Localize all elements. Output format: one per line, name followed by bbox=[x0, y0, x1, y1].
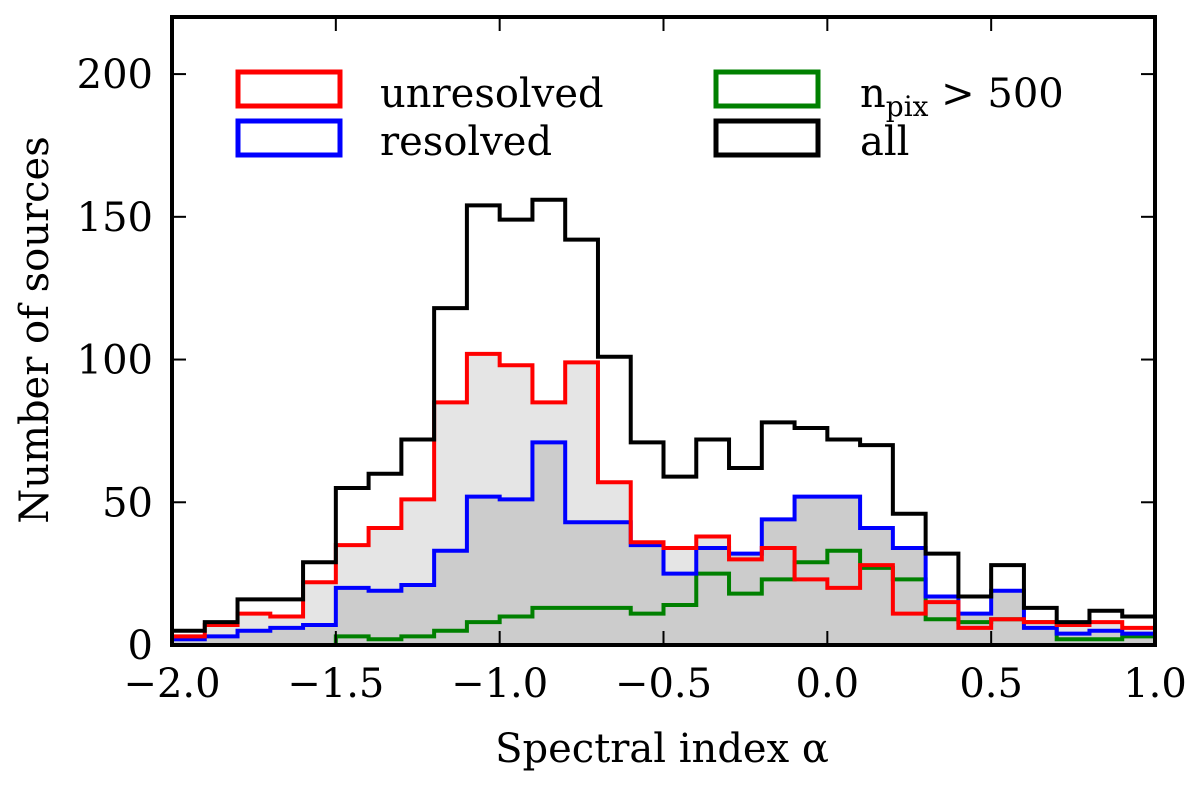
legend-label-all: all bbox=[860, 119, 909, 165]
resolved-fill-bar bbox=[270, 627, 304, 645]
x-axis-label: Spectral index α bbox=[495, 726, 829, 772]
x-tick-label: −1.5 bbox=[287, 661, 384, 707]
y-tick-label: 200 bbox=[77, 52, 153, 98]
resolved-fill-bar bbox=[204, 636, 239, 645]
legend-swatch-unresolved bbox=[235, 69, 343, 109]
legend-label-resolved: resolved bbox=[380, 119, 552, 165]
legend-swatch-all bbox=[713, 118, 821, 158]
legend-label-npix: npix > 500 bbox=[860, 71, 1064, 123]
x-tick-label: −1.0 bbox=[451, 661, 548, 707]
tick-labels: −2.0 −1.5 −1.0 −0.5 0.0 0.5 1.0 0 50 100 150 200 bbox=[77, 52, 1187, 707]
x-tick-label: −2.0 bbox=[123, 661, 220, 707]
resolved-fill-bar bbox=[761, 519, 796, 645]
resolved-fill-bar bbox=[1122, 633, 1156, 645]
resolved-fill-bar bbox=[597, 522, 632, 645]
y-tick-label: 150 bbox=[77, 195, 153, 241]
legend-swatch-resolved bbox=[235, 118, 343, 158]
resolved-fill-bar bbox=[663, 573, 697, 645]
resolved-fill-bar bbox=[1023, 627, 1058, 645]
y-tick-label: 0 bbox=[128, 623, 153, 669]
resolved-fill-bar bbox=[729, 553, 763, 645]
resolved-fill-bar bbox=[860, 527, 894, 645]
resolved-fill-bar bbox=[630, 545, 665, 645]
x-tick-label: 0.5 bbox=[959, 661, 1023, 707]
resolved-fill-bar bbox=[565, 522, 599, 645]
resolved-fill-bar bbox=[172, 639, 206, 645]
resolved-step-line bbox=[172, 440, 1155, 642]
resolved-fill-bar bbox=[892, 547, 927, 645]
resolved-fill-bar bbox=[827, 496, 861, 645]
x-tick-label: 1.0 bbox=[1123, 661, 1187, 707]
x-tick-label: −0.5 bbox=[615, 661, 712, 707]
y-tick-label: 50 bbox=[102, 480, 153, 526]
resolved-fill-bar bbox=[532, 442, 566, 645]
y-axis-label: Number of sources bbox=[12, 136, 58, 524]
resolved-fill-bar bbox=[237, 630, 271, 645]
resolved-fill-bar bbox=[368, 590, 402, 645]
legend-swatch-npix bbox=[713, 69, 821, 109]
histogram-step-lines bbox=[172, 197, 1155, 647]
all-step-line bbox=[172, 197, 1155, 633]
x-tick-label: 0.0 bbox=[796, 661, 860, 707]
resolved-fill-bar bbox=[499, 499, 534, 645]
resolved-fill-bar bbox=[794, 496, 828, 645]
resolved-fill-bar bbox=[696, 547, 730, 645]
resolved-fill-bar bbox=[303, 625, 337, 645]
legend-label-unresolved: unresolved bbox=[380, 71, 604, 117]
y-tick-label: 100 bbox=[77, 338, 153, 384]
plot-frame bbox=[170, 15, 1157, 647]
